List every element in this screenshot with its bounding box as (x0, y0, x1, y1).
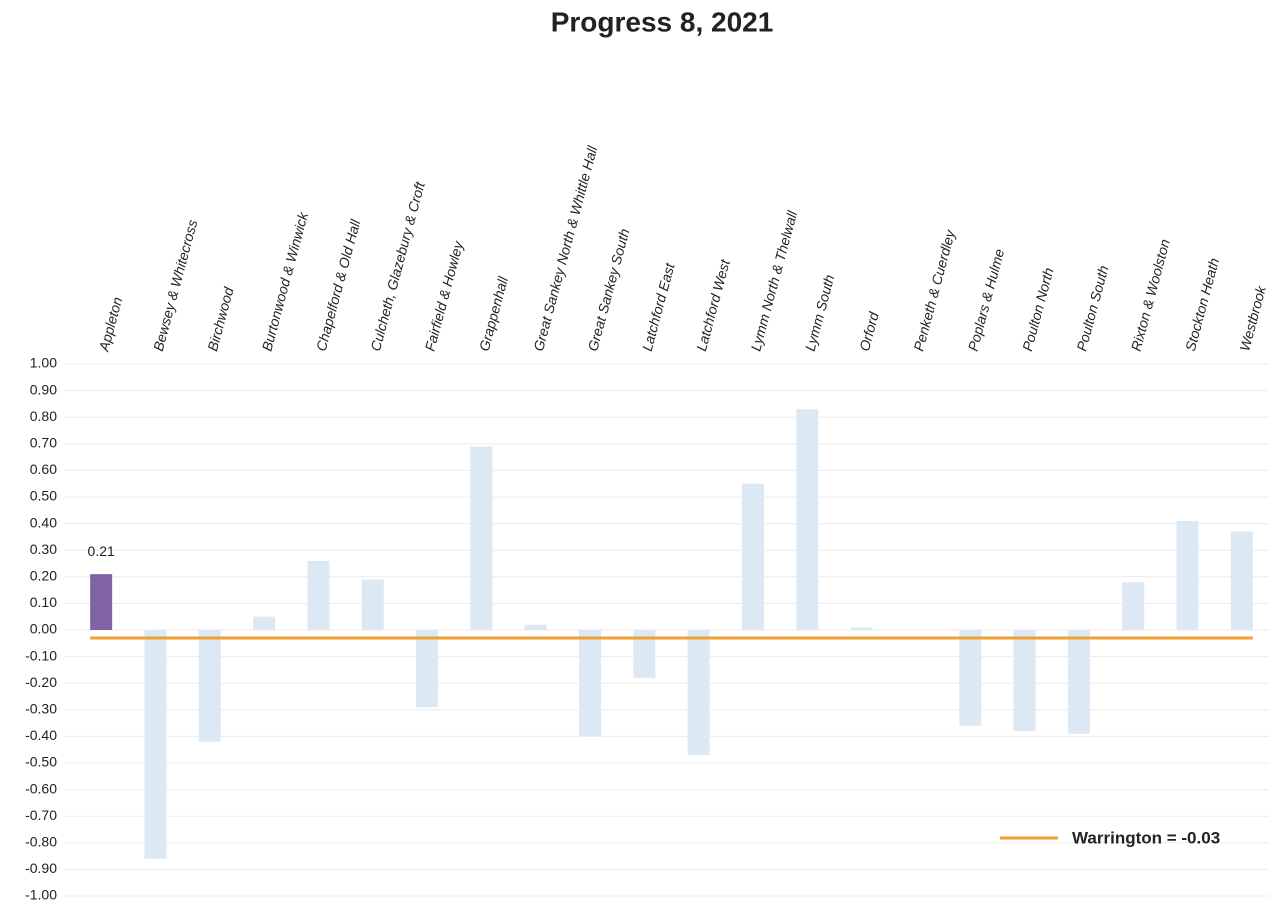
y-tick-label: 0.40 (30, 514, 57, 530)
x-tick-label: Grappenhall (476, 274, 511, 353)
chart-title: Progress 8, 2021 (551, 6, 774, 37)
x-tick-label: Poulton South (1073, 263, 1111, 352)
x-tick-label: Fairfield & Howley (422, 239, 467, 353)
y-tick-label: -1.00 (25, 887, 57, 903)
y-tick-label: -0.20 (25, 674, 57, 690)
x-tick-label: Lymm North & Thelwall (747, 208, 800, 353)
y-tick-label: -0.10 (25, 647, 57, 663)
y-tick-label: -0.50 (25, 754, 57, 770)
bar (1230, 531, 1253, 630)
y-tick-label: -0.40 (25, 727, 57, 743)
x-tick-label: Bewsey & Whitecross (150, 218, 200, 353)
bar (1122, 582, 1145, 630)
x-tick-label: Poulton North (1019, 266, 1057, 353)
bar (741, 483, 764, 630)
data-label: 0.21 (88, 543, 115, 559)
x-tick-label: Lymm South (802, 273, 838, 353)
x-tick-label: Birchwood (204, 284, 237, 352)
x-tick-label: Great Sankey North & Whittle Hall (530, 143, 600, 352)
y-tick-label: 0.20 (30, 568, 57, 584)
bar (307, 560, 330, 630)
y-tick-label: -0.30 (25, 701, 57, 717)
bar (524, 624, 547, 630)
bar (416, 630, 439, 708)
y-tick-label: -0.60 (25, 780, 57, 796)
y-tick-label: 0.00 (30, 621, 57, 637)
x-tick-label: Culcheth, Glazebury & Croft (367, 179, 428, 353)
bar (1013, 630, 1036, 732)
bar (144, 630, 167, 859)
bar (198, 630, 221, 742)
x-tick-label: Rixton & Woolston (1128, 237, 1173, 353)
x-tick-label: Great Sankey South (584, 227, 632, 353)
x-tick-label: Westbrook (1236, 283, 1269, 352)
bar (470, 446, 493, 630)
y-tick-label: -0.80 (25, 834, 57, 850)
x-tick-label: Latchford East (639, 260, 678, 352)
bar (579, 630, 602, 737)
y-tick-label: -0.70 (25, 807, 57, 823)
x-tick-label: Latchford West (693, 257, 733, 353)
bar (633, 630, 656, 678)
y-tick-label: 0.60 (30, 461, 57, 477)
bar (959, 630, 982, 726)
bar (253, 616, 276, 630)
bar (796, 409, 819, 630)
x-tick-label: Stockton Heath (1182, 256, 1222, 353)
x-tick-label: Penketh & Cuerdley (910, 227, 958, 352)
y-tick-label: 0.30 (30, 541, 57, 557)
x-tick-label: Burtonwood & Winwick (259, 210, 312, 353)
bar (850, 627, 873, 630)
bar (90, 574, 113, 630)
y-tick-label: 0.90 (30, 381, 57, 397)
x-tick-label: Poplars & Hulme (965, 247, 1008, 353)
legend-label: Warrington = -0.03 (1072, 828, 1220, 847)
x-tick-label: Orford (856, 309, 882, 353)
bar (1067, 630, 1090, 734)
y-tick-label: -0.90 (25, 860, 57, 876)
bar (687, 630, 710, 756)
y-tick-label: 0.80 (30, 408, 57, 424)
y-tick-label: 0.70 (30, 435, 57, 451)
bar (1176, 520, 1199, 630)
x-tick-label: Chapelford & Old Hall (313, 217, 364, 353)
y-tick-label: 1.00 (30, 355, 57, 371)
x-tick-label: Appleton (95, 295, 125, 354)
y-tick-label: 0.10 (30, 594, 57, 610)
bar (361, 579, 384, 630)
y-tick-label: 0.50 (30, 488, 57, 504)
